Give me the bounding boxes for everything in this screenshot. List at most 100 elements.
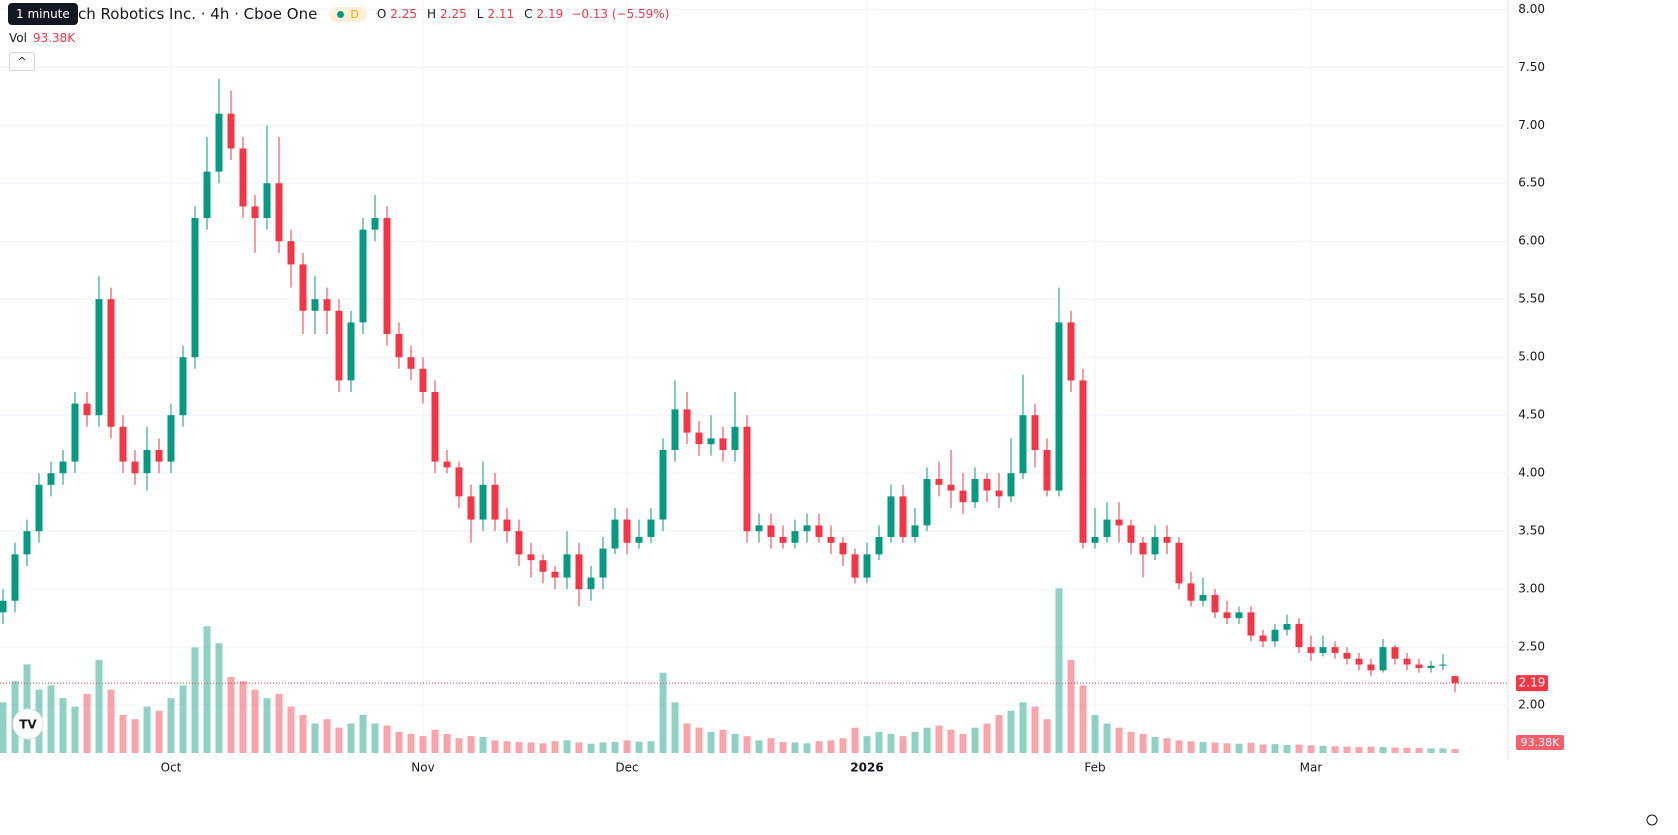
y-tick-label: 4.00 (1518, 466, 1545, 480)
candle-body (791, 531, 799, 543)
candle-body (911, 525, 919, 537)
volume-bar (1151, 736, 1159, 753)
candle-body (1367, 664, 1375, 671)
y-tick-label: 6.50 (1518, 176, 1545, 190)
status-badge[interactable]: D (329, 6, 367, 22)
candle-body (59, 461, 67, 474)
candle-body (779, 536, 787, 543)
volume-bar (311, 723, 319, 753)
volume-bar (719, 729, 727, 753)
settings-icon[interactable] (1646, 814, 1658, 826)
candle-body (1271, 629, 1279, 642)
candle-body (191, 218, 199, 358)
candle-body (1451, 676, 1459, 684)
candle-body (383, 218, 391, 335)
volume-bar (887, 734, 895, 753)
candle-body (551, 571, 559, 578)
volume-bar (911, 731, 919, 753)
volume-bar (1295, 744, 1303, 753)
candle-body (983, 478, 991, 491)
candle-body (371, 218, 379, 230)
volume-bar (1235, 743, 1243, 753)
volume-bar (299, 715, 307, 753)
volume-legend: Vol 93.38K (9, 31, 75, 45)
candle-body (959, 490, 967, 503)
volume-bar (191, 647, 199, 753)
candle-body (1211, 594, 1219, 613)
candle-body (1427, 665, 1435, 669)
candle-body (311, 299, 319, 311)
volume-bar (1343, 746, 1351, 753)
candle-body (503, 519, 511, 532)
volume-bar (1379, 747, 1387, 753)
candle-body (743, 426, 751, 532)
candle-body (839, 542, 847, 555)
candle-body (359, 229, 367, 323)
volume-bar (1103, 723, 1111, 753)
volume-bar (1331, 746, 1339, 753)
candle-body (995, 490, 1003, 497)
volume-bar (947, 729, 955, 753)
volume-bar (1391, 747, 1399, 753)
candle-body (167, 415, 175, 462)
price-badge-label: 2.19 (1519, 676, 1546, 690)
volume-bar (467, 736, 475, 753)
volume-bar (647, 741, 655, 753)
candle-body (0, 600, 7, 613)
volume-bar (707, 731, 715, 753)
candle-body (11, 554, 19, 601)
y-tick-label: 8.00 (1518, 2, 1545, 16)
x-tick-label: Dec (615, 761, 638, 775)
volume-bar (1175, 740, 1183, 753)
candle-body (815, 525, 823, 537)
collapse-button[interactable]: ^ (9, 52, 35, 71)
candle-body (1247, 612, 1255, 636)
candle-body (683, 409, 691, 433)
volume-bar (695, 727, 703, 753)
candle-body (1079, 380, 1087, 543)
candle-body (1055, 322, 1063, 491)
volume-bar (995, 715, 1003, 753)
x-tick-label: Mar (1300, 761, 1323, 775)
candle-body (935, 478, 943, 485)
volume-bar (611, 742, 619, 753)
candle-body (887, 496, 895, 537)
volume-bar (323, 719, 331, 753)
candle-body (323, 299, 331, 311)
candle-body (575, 554, 583, 590)
y-tick-label: 3.00 (1518, 582, 1545, 596)
candle-body (491, 484, 499, 520)
candle-body (119, 426, 127, 462)
volume-key: Vol (9, 31, 27, 45)
candle-body (1259, 635, 1267, 642)
candle-body (275, 183, 283, 242)
candle-body (1151, 536, 1159, 555)
candle-body (1067, 322, 1075, 381)
volume-bar (215, 643, 223, 753)
candle-body (659, 449, 667, 520)
candle-body (827, 536, 835, 543)
candle-body (335, 310, 343, 381)
volume-bar (251, 689, 259, 753)
candle-body (539, 560, 547, 572)
candle-body (1139, 542, 1147, 555)
candle-body (1415, 664, 1423, 669)
volume-bar (1163, 738, 1171, 753)
volume-bar (335, 727, 343, 753)
volume-bar (923, 727, 931, 753)
volume-bar (1031, 706, 1039, 753)
candle-body (143, 449, 151, 474)
candle-body (1343, 652, 1351, 659)
volume-bar (539, 743, 547, 753)
volume-bar (1067, 660, 1075, 753)
candle-body (179, 357, 187, 416)
volume-bar (635, 741, 643, 753)
candle-body (1355, 658, 1363, 665)
candle-body (1091, 536, 1099, 543)
volume-bar (515, 742, 523, 753)
volume-bar (1271, 744, 1279, 753)
volume-bar (1367, 746, 1375, 753)
candle-body (263, 183, 271, 219)
candle-body (611, 519, 619, 549)
